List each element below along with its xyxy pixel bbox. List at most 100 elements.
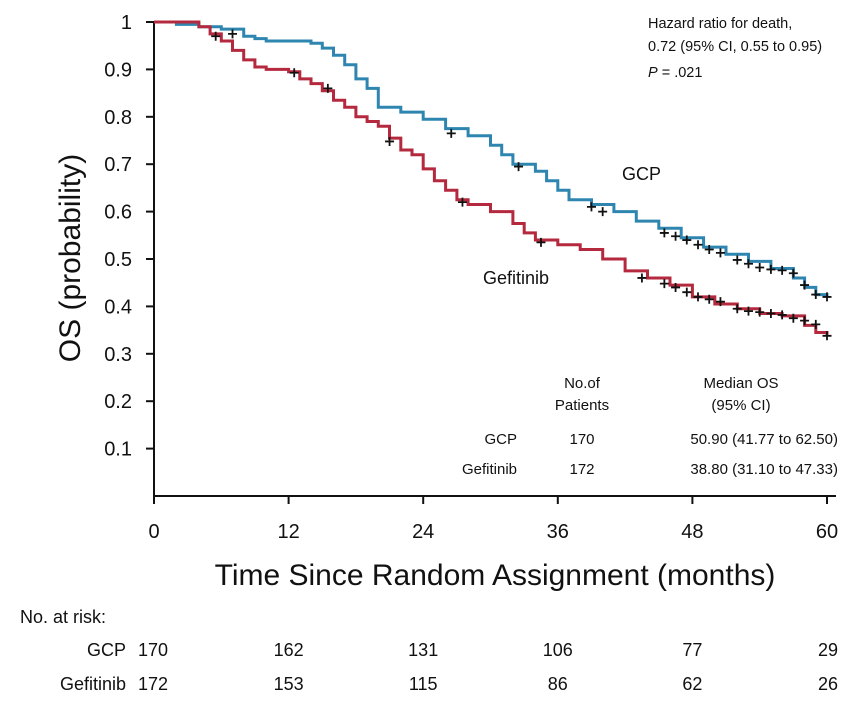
series-line-gcp [154, 20, 829, 297]
y-tick-label: 0.4 [104, 296, 132, 318]
x-tick-label: 36 [547, 521, 569, 543]
censor-mark-gcp [598, 207, 608, 217]
censor-mark-gcp [732, 255, 742, 265]
censor-mark-gefitinib [682, 287, 692, 297]
censor-mark-gefitinib [755, 307, 765, 317]
y-tick-label: 1 [121, 12, 132, 34]
risk-row-label: GCP [87, 640, 126, 660]
summary-row-gcp-median: 50.90 (41.77 to 62.50) [690, 431, 838, 448]
censor-mark-gefitinib [323, 83, 333, 93]
summary-header-patients-1: No.of [564, 375, 601, 392]
p-italic: P [648, 65, 658, 81]
censor-mark-gefitinib [788, 313, 798, 323]
y-tick-label: 0.5 [104, 249, 132, 271]
summary-row-gefitinib-median: 38.80 (31.10 to 47.33) [690, 461, 838, 478]
hazard-ratio-line1: Hazard ratio for death, [648, 16, 792, 32]
summary-header-median-2: (95% CI) [711, 397, 770, 414]
censor-mark-gcp [586, 202, 596, 212]
risk-row-label: Gefitinib [60, 674, 126, 694]
p-value: P = .021 [648, 65, 702, 81]
summary-row-gcp-patients: 170 [569, 431, 594, 448]
censor-mark-gefitinib [659, 279, 669, 289]
survival-curves [154, 20, 829, 335]
y-tick-label: 0.8 [104, 107, 132, 129]
risk-value: 77 [682, 640, 702, 660]
risk-value: 131 [408, 640, 438, 660]
risk-value: 62 [682, 674, 702, 694]
censor-mark-gcp [822, 292, 832, 302]
y-tick-label: 0.9 [104, 59, 132, 81]
x-axis-label: Time Since Random Assignment (months) [215, 559, 776, 592]
censor-mark-gcp [228, 29, 238, 39]
censor-mark-gcp [715, 248, 725, 258]
summary-row-gefitinib-patients: 172 [569, 461, 594, 478]
censor-mark-gefitinib [671, 282, 681, 292]
summary-header-patients-2: Patients [555, 397, 609, 414]
y-axis-label: OS (probability) [54, 154, 87, 362]
censor-mark-gefitinib [800, 316, 810, 326]
censor-mark-gcp [693, 240, 703, 250]
x-tick-label: 0 [148, 521, 159, 543]
censor-mark-gefitinib [704, 294, 714, 304]
censor-mark-gefitinib [822, 331, 832, 341]
censor-mark-gefitinib [693, 292, 703, 302]
series-line-gefitinib [154, 20, 829, 335]
risk-value: 153 [274, 674, 304, 694]
summary-header-median-1: Median OS [703, 375, 778, 392]
risk-value: 172 [138, 674, 168, 694]
censor-mark-gcp [755, 263, 765, 273]
censor-mark-gefitinib [536, 237, 546, 247]
risk-value: 29 [818, 640, 838, 660]
y-tick-label: 0.2 [104, 391, 132, 413]
censor-mark-gefitinib [777, 310, 787, 320]
censor-mark-gefitinib [732, 304, 742, 314]
censor-mark-gefitinib [766, 309, 776, 319]
censor-mark-gefitinib [637, 273, 647, 283]
censor-mark-gcp [777, 265, 787, 275]
y-tick-label: 0.6 [104, 202, 132, 224]
risk-table-title: No. at risk: [20, 607, 106, 627]
x-tick-label: 48 [681, 521, 703, 543]
censor-mark-gcp [704, 245, 714, 255]
curve-label-gefitinib: Gefitinib [483, 268, 549, 288]
hazard-ratio-line2: 0.72 (95% CI, 0.55 to 0.95) [648, 39, 822, 55]
censor-mark-gcp [766, 264, 776, 274]
censor-mark-gefitinib [811, 319, 821, 329]
summary-row-gcp-arm: GCP [484, 431, 517, 448]
y-tick-label: 0.3 [104, 344, 132, 366]
censor-mark-gefitinib [289, 68, 299, 78]
censor-mark-gcp [671, 231, 681, 241]
censor-mark-gcp [446, 128, 456, 138]
curve-label-gcp: GCP [622, 164, 661, 184]
censor-mark-gefitinib [715, 297, 725, 307]
risk-value: 86 [548, 674, 568, 694]
censor-mark-gcp [800, 280, 810, 290]
y-tick-label: 0.7 [104, 154, 132, 176]
summary-row-gefitinib-arm: Gefitinib [462, 461, 517, 478]
censor-mark-gefitinib [457, 197, 467, 207]
censor-mark-gefitinib [211, 31, 221, 41]
y-tick-label: 0.1 [104, 439, 132, 461]
risk-value: 170 [138, 640, 168, 660]
p-number: = .021 [658, 65, 703, 81]
x-tick-label: 60 [816, 521, 838, 543]
censor-mark-gcp [682, 235, 692, 245]
risk-value: 162 [274, 640, 304, 660]
censor-mark-gefitinib [385, 136, 395, 146]
risk-table: GCP 170 162 131 106 77 29 Gefitinib 172 153 115 86 6… [60, 640, 838, 694]
censor-mark-gefitinib [743, 306, 753, 316]
x-ticks: 0 12 24 36 48 60 [148, 496, 838, 543]
censor-mark-gcp [514, 162, 524, 172]
censor-mark-gcp [659, 228, 669, 238]
risk-value: 26 [818, 674, 838, 694]
risk-value: 115 [409, 674, 438, 694]
x-tick-label: 24 [412, 521, 434, 543]
y-ticks: 0.1 0.2 0.3 0.4 0.5 0.6 0.7 0.8 0.9 1 [104, 12, 154, 461]
risk-value: 106 [543, 640, 573, 660]
censor-mark-gcp [811, 290, 821, 300]
censor-mark-gcp [743, 259, 753, 269]
censor-marks [211, 29, 832, 341]
x-tick-label: 12 [277, 521, 299, 543]
censor-mark-gcp [788, 268, 798, 278]
